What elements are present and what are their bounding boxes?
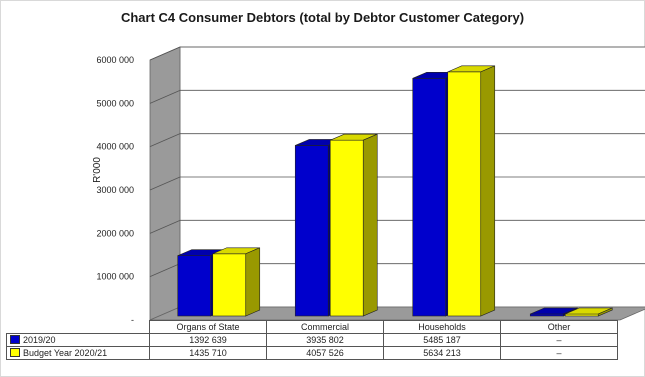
legend-swatch-yellow [10, 348, 20, 357]
data-table: Organs of State Commercial Households Ot… [6, 320, 618, 360]
data-cell: 3935 802 [266, 333, 384, 347]
data-table-header-row: Organs of State Commercial Households Ot… [7, 320, 618, 334]
y-tick-label: 5000 000 [96, 98, 134, 108]
data-table-row-series-2: Budget Year 2020/21 1435 710 4057 526 56… [6, 346, 618, 360]
category-header: Households [383, 320, 501, 334]
data-cell: 5485 187 [383, 333, 501, 347]
category-header: Commercial [266, 320, 384, 334]
bar-front [177, 255, 212, 317]
bar-side [480, 65, 496, 317]
bar-side [245, 247, 261, 317]
y-tick-label: 1000 000 [96, 272, 134, 282]
data-cell: – [500, 333, 618, 347]
bar-front [447, 71, 482, 317]
bar-front [329, 139, 364, 317]
bar-side [362, 133, 378, 317]
gridline-side [149, 133, 181, 148]
gridline-side [149, 263, 181, 278]
y-tick-label: - [131, 315, 134, 325]
gridline-side [149, 219, 181, 234]
chart-title: Chart C4 Consumer Debtors (total by Debt… [120, 10, 525, 25]
bar-side [597, 307, 613, 317]
gridline-side [149, 176, 181, 191]
bar-front [212, 253, 247, 317]
bar-front [294, 145, 329, 317]
y-tick-label: 3000 000 [96, 185, 134, 195]
legend-entry-budget-year: Budget Year 2020/21 [6, 346, 150, 360]
data-table-corner [7, 321, 150, 334]
category-header: Organs of State [149, 320, 267, 334]
data-cell: 4057 526 [266, 346, 384, 360]
bar-front [412, 78, 447, 317]
category-header: Other [500, 320, 618, 334]
y-tick-label: 4000 000 [96, 142, 134, 152]
data-cell: 5634 213 [383, 346, 501, 360]
legend-swatch-blue [10, 335, 20, 344]
y-tick-label: 2000 000 [96, 228, 134, 238]
gridline-side [149, 89, 181, 104]
legend-label: Budget Year 2020/21 [23, 348, 108, 358]
data-table-row-series-1: 2019/20 1392 639 3935 802 5485 187 – [6, 333, 618, 347]
y-axis-title: R'000 [92, 157, 103, 183]
data-cell: 1392 639 [149, 333, 267, 347]
gridline-side [149, 46, 181, 61]
legend-label: 2019/20 [23, 335, 56, 345]
data-cell: 1435 710 [149, 346, 267, 360]
data-cell: – [500, 346, 618, 360]
y-tick-label: 6000 000 [96, 55, 134, 65]
legend-entry-2019-20: 2019/20 [6, 333, 150, 347]
